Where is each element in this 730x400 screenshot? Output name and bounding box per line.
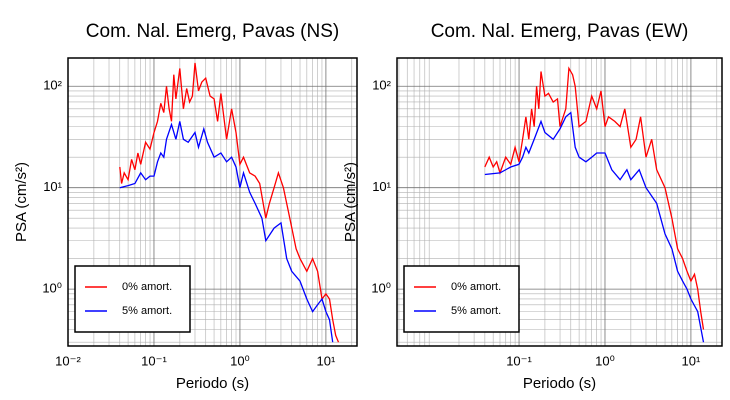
- x-tick-label: 10¹: [317, 353, 336, 368]
- y-tick-label: 10¹: [372, 179, 391, 194]
- series-line: [484, 66, 705, 330]
- y-tick-label: 10²: [43, 78, 62, 93]
- legend-box: [74, 265, 191, 333]
- legend-label: 5% amort.: [122, 305, 172, 317]
- panel: 10⁻¹ 10⁰ 10¹ 10⁰ 10¹ 10² Com. Nal. Emerg, Pava…: [342, 21, 723, 392]
- y-axis-label: PSA (cm/s²): [13, 162, 30, 242]
- plot-area: [119, 62, 340, 343]
- x-tick-label: 10⁻¹: [141, 353, 167, 368]
- x-tick-label: 10¹: [682, 353, 701, 368]
- plot-frame: [396, 57, 723, 347]
- x-axis-label: Periodo (s): [523, 375, 596, 392]
- legend-label: 0% amort.: [451, 281, 501, 293]
- x-tick-label: 10⁻¹: [506, 353, 532, 368]
- x-axis-label: Periodo (s): [176, 375, 249, 392]
- chart-title: Com. Nal. Emerg, Pavas (NS): [86, 21, 339, 42]
- chart-title: Com. Nal. Emerg, Pavas (EW): [431, 21, 689, 42]
- y-tick-label: 10¹: [43, 179, 62, 194]
- series-line: [119, 121, 334, 343]
- y-axis-label: PSA (cm/s²): [342, 162, 359, 242]
- series-line: [484, 111, 705, 343]
- series-line: [119, 62, 340, 343]
- y-tick-label: 10⁰: [42, 281, 62, 296]
- x-tick-label: 10⁰: [230, 353, 250, 368]
- legend-box: [403, 265, 520, 333]
- y-tick-label: 10²: [372, 78, 391, 93]
- y-tick-label: 10⁰: [371, 281, 391, 296]
- plot-frame: [67, 57, 358, 347]
- plot-area: [484, 66, 705, 343]
- legend-label: 0% amort.: [122, 281, 172, 293]
- x-tick-label: 10⁰: [595, 353, 615, 368]
- x-tick-label: 10⁻²: [55, 353, 81, 368]
- legend-label: 5% amort.: [451, 305, 501, 317]
- panel: 10⁻² 10⁻¹ 10⁰ 10¹ 10⁰ 10¹ 10² Com. Nal. Emerg, …: [13, 21, 358, 392]
